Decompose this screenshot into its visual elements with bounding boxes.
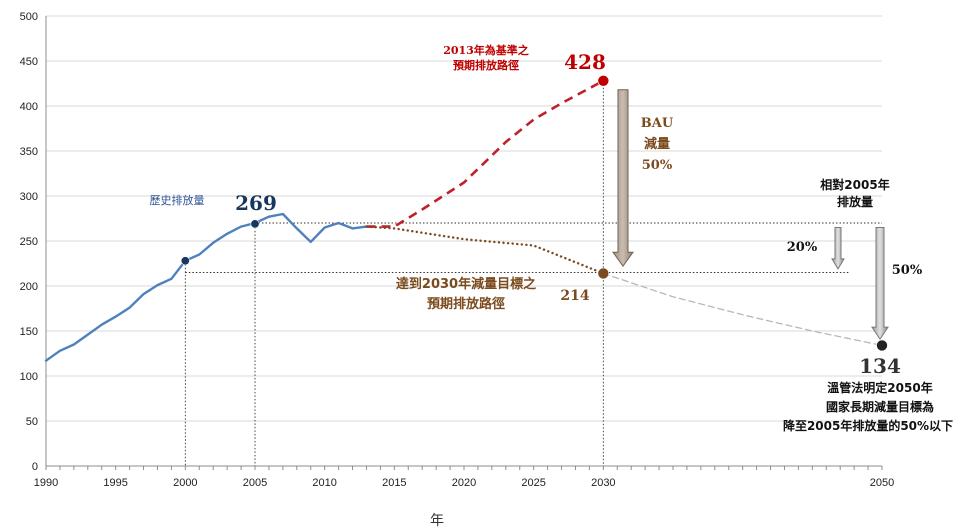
bau-path-label-line2: 預期排放路徑	[453, 58, 519, 72]
bau-reduction-arrow	[613, 90, 633, 266]
bau-reduction-line3: 50%	[642, 158, 673, 173]
point-2000	[181, 257, 189, 265]
bau-reduction-line1: BAU	[641, 116, 674, 131]
y-tick-label: 500	[20, 11, 38, 23]
y-tick-label: 400	[20, 101, 38, 113]
law-target-line2: 國家長期減量目標為	[826, 399, 934, 414]
value-214-label: 214	[560, 288, 589, 304]
point-2030-214	[598, 268, 609, 279]
relative-2005-line2: 排放量	[837, 194, 873, 209]
value-428-label: 428	[564, 50, 606, 74]
y-tick-label: 100	[20, 371, 38, 383]
point-2005-269	[251, 220, 259, 228]
point-2050-134	[877, 340, 888, 351]
x-tick-label: 2015	[382, 477, 406, 489]
series-bau-path	[367, 81, 604, 227]
value-269-label: 269	[235, 191, 277, 215]
x-tick-label: 1990	[34, 477, 58, 489]
y-tick-label: 250	[20, 236, 38, 248]
value-134-label: 134	[859, 354, 901, 378]
series-target-path	[367, 227, 604, 274]
bau-path-label-line1: 2013年為基準之	[443, 43, 529, 57]
y-tick-label: 450	[20, 56, 38, 68]
y-tick-label: 0	[32, 461, 38, 473]
point-2030-428	[598, 75, 609, 86]
x-tick-label: 2010	[312, 477, 336, 489]
historical-emissions-label: 歷史排放量	[150, 193, 205, 207]
pct-50-label: 50%	[892, 263, 923, 278]
y-tick-label: 350	[20, 146, 38, 158]
arrow-20pct	[832, 228, 844, 269]
series-historical-emissions	[46, 214, 367, 361]
target-path-label-line2: 預期排放路徑	[427, 296, 505, 312]
x-tick-label: 1995	[103, 477, 127, 489]
arrow-50pct	[872, 228, 888, 340]
x-axis-title: 年	[430, 513, 444, 529]
x-tick-label: 2005	[243, 477, 267, 489]
target-path-label-line1: 達到2030年減量目標之	[396, 276, 536, 292]
y-tick-label: 50	[26, 416, 38, 428]
y-tick-label: 150	[20, 326, 38, 338]
x-tick-label: 2020	[452, 477, 476, 489]
law-target-line1: 溫管法明定2050年	[827, 380, 932, 395]
x-tick-label: 2025	[521, 477, 545, 489]
series-2050-path	[603, 273, 882, 345]
x-tick-label: 2050	[870, 477, 894, 489]
y-tick-label: 300	[20, 191, 38, 203]
pct-20-label: 20%	[787, 240, 818, 255]
x-tick-label: 2030	[591, 477, 615, 489]
bau-reduction-line2: 減量	[644, 136, 670, 152]
law-target-line3: 降至2005年排放量的50%以下	[783, 418, 953, 433]
y-tick-label: 200	[20, 281, 38, 293]
relative-2005-line1: 相對2005年	[820, 177, 889, 192]
x-tick-label: 2000	[173, 477, 197, 489]
